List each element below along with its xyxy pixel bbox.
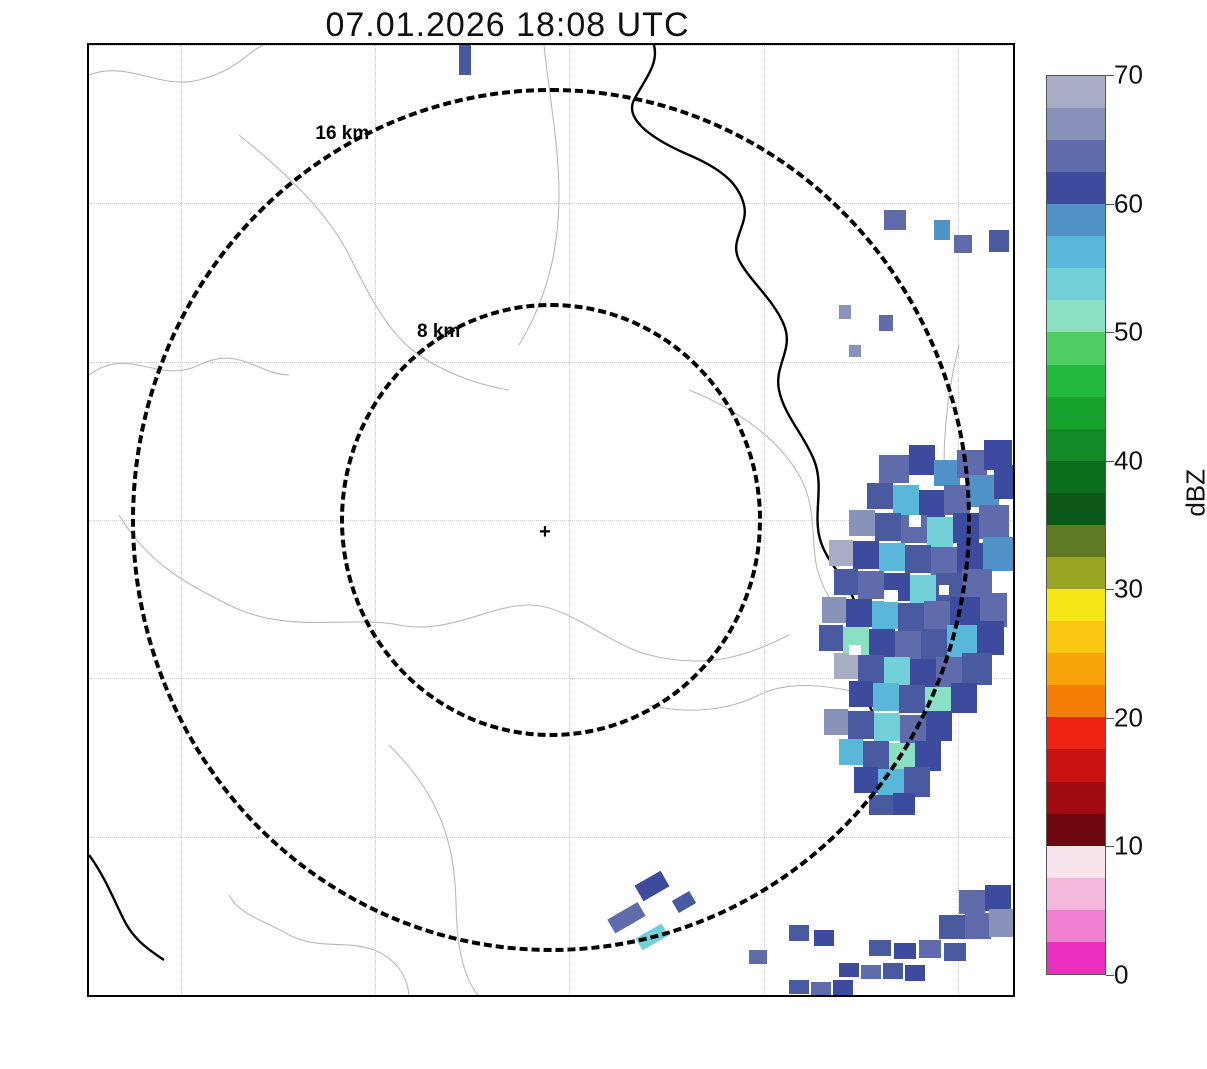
map-plot-area: 16 km 8 km + 50°N 49.95°N 49.9°N 49.85°N… [87, 43, 1015, 997]
cb-segment [1047, 878, 1105, 910]
cb-tick-mark [1106, 75, 1114, 76]
cb-tick-mark [1106, 718, 1114, 719]
xtick-mark [764, 995, 765, 997]
cb-segment [1047, 365, 1105, 397]
cb-tick-30: 30 [1114, 574, 1143, 605]
cb-tick-mark [1106, 589, 1114, 590]
cb-segment [1047, 910, 1105, 942]
ytick-mark [87, 995, 89, 996]
xtick-mark [181, 995, 182, 997]
cb-segment [1047, 108, 1105, 140]
cb-segment [1047, 332, 1105, 364]
radar-center-marker: + [539, 526, 551, 538]
cb-segment [1047, 140, 1105, 172]
range-label-16km: 16 km [315, 123, 369, 145]
cb-tick-10: 10 [1114, 831, 1143, 862]
colorbar-widget: 70 60 50 40 30 20 10 0 dBZ [1046, 75, 1141, 975]
ytick-mark [87, 45, 89, 46]
cb-tick-mark [1106, 461, 1114, 462]
road-line [89, 45, 264, 82]
cb-segment [1047, 525, 1105, 557]
xtick-mark [375, 995, 376, 997]
xtick-mark [569, 995, 570, 997]
cb-segment [1047, 814, 1105, 846]
range-label-8km: 8 km [417, 321, 460, 343]
cb-segment [1047, 557, 1105, 589]
page-title: 07.01.2026 18:08 UTC [0, 6, 1015, 45]
cb-segment [1047, 942, 1105, 974]
cb-segment [1047, 685, 1105, 717]
cb-segment [1047, 76, 1105, 108]
colorbar-unit-label: dBZ [1181, 469, 1207, 517]
ytick-mark [87, 678, 89, 679]
ytick-mark [87, 362, 89, 363]
ytick-mark [87, 203, 89, 204]
radar-map-window: 07.01.2026 18:08 UTC [0, 0, 1207, 1069]
cb-segment [1047, 621, 1105, 653]
cb-segment [1047, 300, 1105, 332]
cb-tick-50: 50 [1114, 317, 1143, 348]
cb-tick-40: 40 [1114, 445, 1143, 476]
xtick-mark [958, 995, 959, 997]
cb-tick-70: 70 [1114, 60, 1143, 91]
cb-segment [1047, 429, 1105, 461]
cb-tick-mark [1106, 204, 1114, 205]
cb-tick-60: 60 [1114, 188, 1143, 219]
cb-tick-mark [1106, 846, 1114, 847]
cb-segment [1047, 236, 1105, 268]
cb-segment [1047, 397, 1105, 429]
cb-segment [1047, 268, 1105, 300]
cb-tick-mark [1106, 975, 1114, 976]
gridline-horizontal [89, 995, 1013, 996]
cb-segment [1047, 172, 1105, 204]
cb-tick-20: 20 [1114, 702, 1143, 733]
country-border-line [89, 855, 164, 960]
cb-tick-mark [1106, 332, 1114, 333]
cb-segment [1047, 782, 1105, 814]
cb-tick-0: 0 [1114, 960, 1128, 991]
ytick-mark [87, 520, 89, 521]
range-ring-8km [340, 303, 761, 736]
cb-segment [1047, 653, 1105, 685]
cb-segment [1047, 589, 1105, 621]
cb-segment [1047, 846, 1105, 878]
ytick-mark [87, 837, 89, 838]
cb-segment [1047, 204, 1105, 236]
colorbar-gradient [1046, 75, 1106, 975]
cb-segment [1047, 749, 1105, 781]
cb-segment [1047, 717, 1105, 749]
cb-segment [1047, 461, 1105, 493]
cb-segment [1047, 493, 1105, 525]
